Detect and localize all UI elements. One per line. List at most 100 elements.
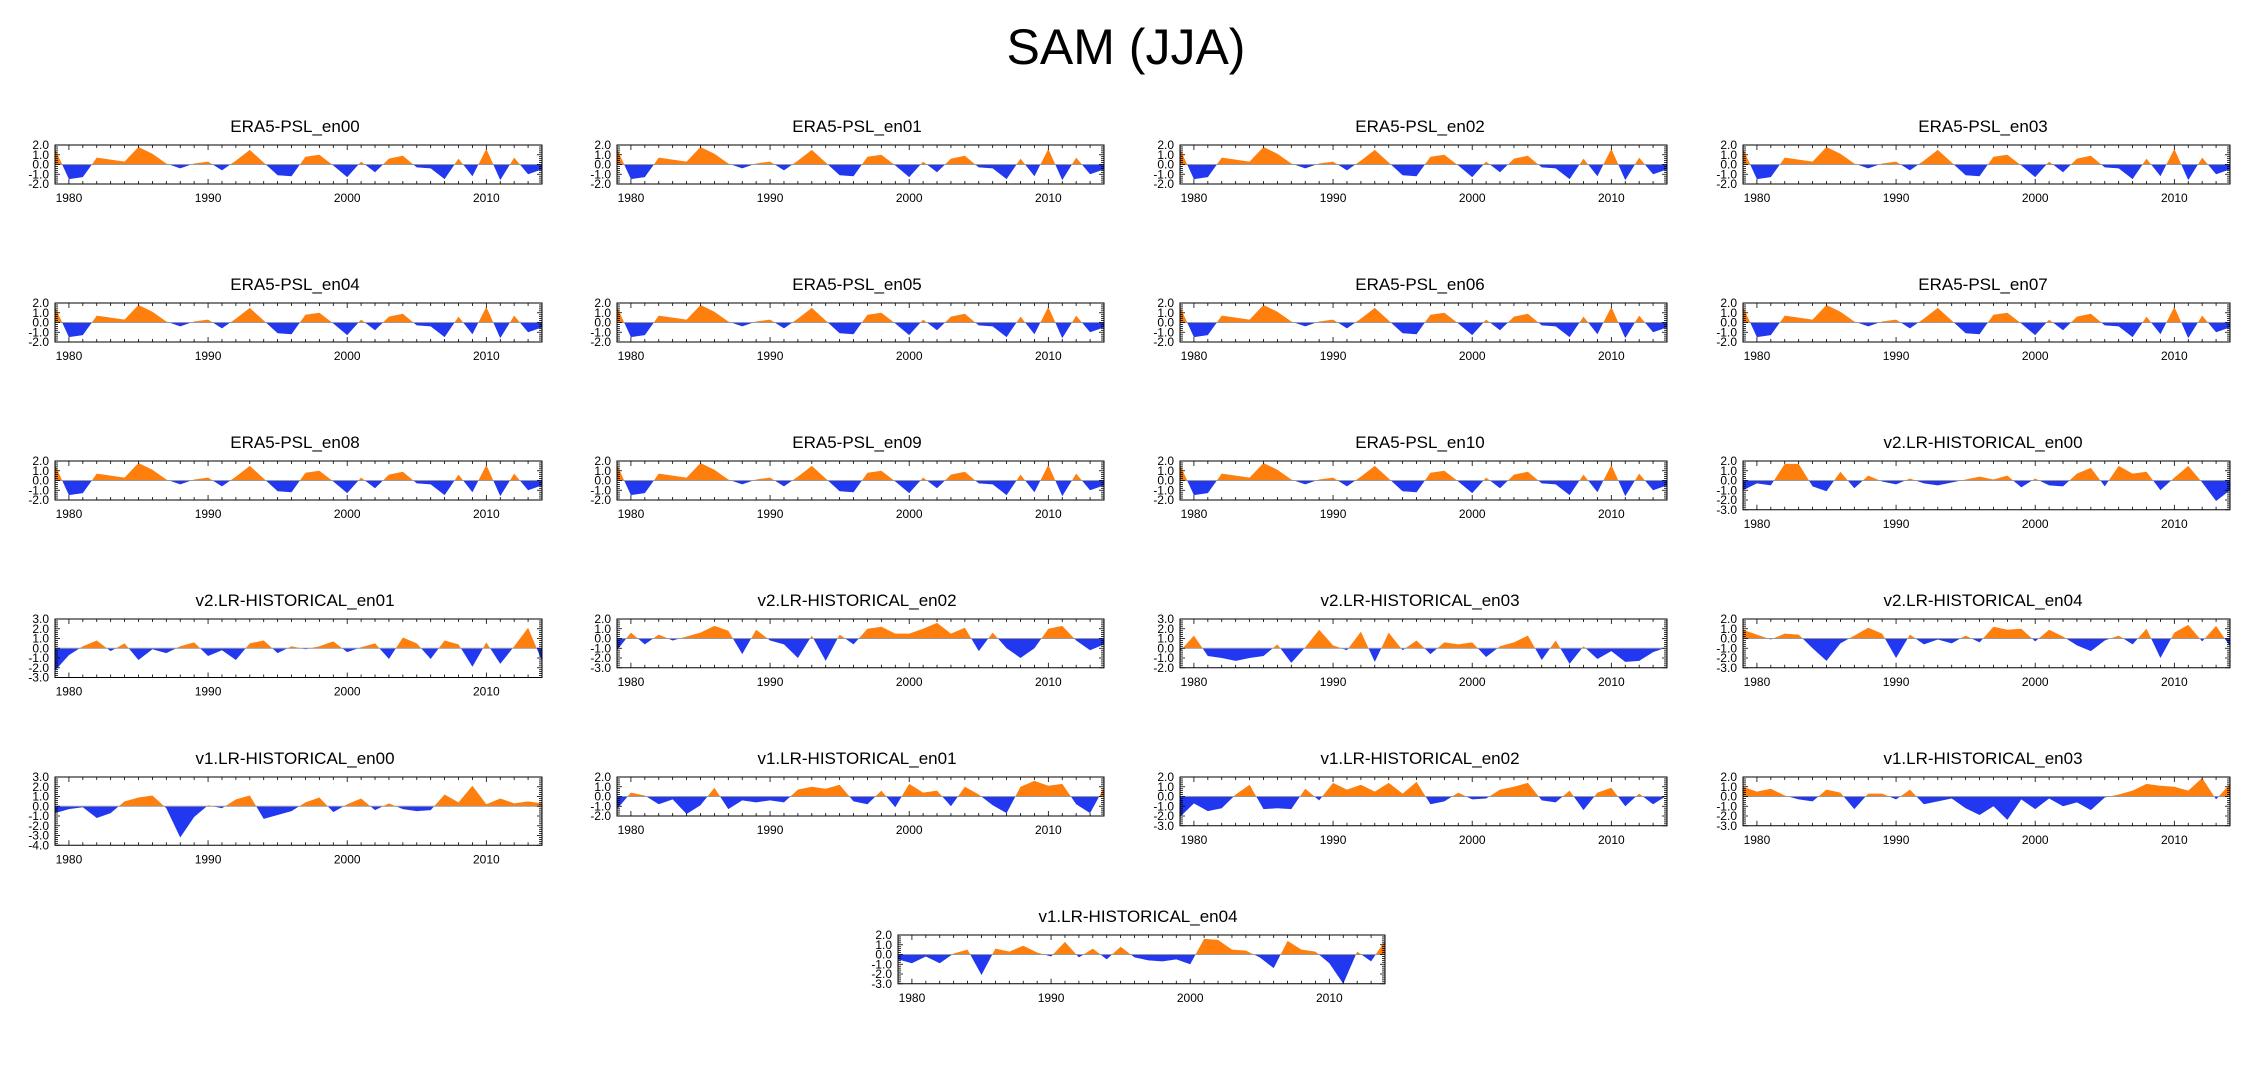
y-tick-label: 0.0 bbox=[32, 799, 49, 813]
y-tick-label: -1.0 bbox=[1716, 641, 1737, 655]
negative-area bbox=[55, 322, 542, 339]
y-tick-label: -1.0 bbox=[1153, 799, 1174, 813]
x-tick-label: 2000 bbox=[896, 349, 923, 363]
y-tick-label: 2.0 bbox=[594, 454, 611, 468]
x-tick-label: 2000 bbox=[1459, 507, 1486, 521]
y-tick-label: -2.0 bbox=[590, 335, 611, 349]
y-tick-label: 0.0 bbox=[1720, 474, 1737, 488]
y-tick-label: -1.0 bbox=[28, 167, 49, 181]
y-tick-label: -2.0 bbox=[1716, 177, 1737, 191]
plot-frame bbox=[1742, 618, 2231, 669]
panel-title: ERA5-PSL_en09 bbox=[792, 433, 922, 452]
chart-panel: v2.LR-HISTORICAL_en03 3.0 2.0 1.0 0.0 -1.0 -2.… bbox=[1125, 591, 1685, 731]
x-tick-label: 2010 bbox=[473, 191, 500, 205]
x-tick-label: 1990 bbox=[1883, 191, 1910, 205]
panel-title: v2.LR-HISTORICAL_en02 bbox=[757, 591, 957, 610]
panel-title: ERA5-PSL_en01 bbox=[792, 117, 922, 136]
y-tick-label: -3.0 bbox=[871, 977, 892, 991]
negative-area bbox=[617, 322, 1104, 339]
positive-area bbox=[617, 780, 1104, 797]
plot-frame bbox=[1179, 776, 1668, 827]
x-tick-label: 2010 bbox=[1035, 349, 1062, 363]
y-tick-label: -1.0 bbox=[28, 483, 49, 497]
x-tick-label: 1980 bbox=[1181, 833, 1208, 847]
y-tick-label: 1.0 bbox=[32, 148, 49, 162]
y-tick-label: -3.0 bbox=[1716, 819, 1737, 833]
chart-panel: ERA5-PSL_en07 2.0 1.0 0.0 -1.0 -2.0 1980 1990 20… bbox=[1688, 275, 2248, 415]
panel-title: v2.LR-HISTORICAL_en04 bbox=[1883, 591, 2083, 610]
panel-title: ERA5-PSL_en03 bbox=[1918, 117, 2048, 136]
panel-plot: 2.01.00.0-1.0-2.0-3.0 1980 1990 2000 2010 bbox=[590, 612, 1105, 689]
x-tick-label: 1980 bbox=[1744, 191, 1771, 205]
panel-plot: 3.02.01.00.0-1.0-2.0-3.0-4.0 1980 1990 2000… bbox=[28, 770, 543, 866]
negative-area bbox=[1743, 480, 2230, 501]
y-tick-label: -2.0 bbox=[28, 493, 49, 507]
y-tick-label: -2.0 bbox=[1716, 809, 1737, 823]
x-tick-label: 2000 bbox=[2022, 191, 2049, 205]
y-tick-label: 1.0 bbox=[1157, 780, 1174, 794]
y-tick-label: -2.0 bbox=[28, 819, 49, 833]
panel-plot: 2.01.00.0-1.0-2.0 1980 1990 2000 2010 bbox=[1153, 296, 1668, 363]
positive-area bbox=[1743, 777, 2230, 797]
y-tick-label: 0.0 bbox=[1720, 790, 1737, 804]
x-tick-label: 1980 bbox=[56, 685, 83, 699]
x-tick-label: 1980 bbox=[56, 507, 83, 521]
y-tick-label: -1.0 bbox=[590, 799, 611, 813]
panel-title: v1.LR-HISTORICAL_en03 bbox=[1883, 749, 2083, 768]
x-tick-label: 1980 bbox=[1744, 517, 1771, 531]
chart-panel: v1.LR-HISTORICAL_en04 2.0 1.0 0.0 -1.0 -2.0 -3… bbox=[843, 907, 1403, 1047]
panel-title: ERA5-PSL_en05 bbox=[792, 275, 922, 294]
y-tick-label: 0.0 bbox=[1157, 316, 1174, 330]
y-tick-label: 2.0 bbox=[1720, 612, 1737, 626]
y-tick-label: 0.0 bbox=[1157, 641, 1174, 655]
y-tick-label: 1.0 bbox=[1157, 464, 1174, 478]
panel-title: v2.LR-HISTORICAL_en01 bbox=[195, 591, 395, 610]
negative-area bbox=[55, 480, 542, 497]
y-tick-label: -1.0 bbox=[1153, 651, 1174, 665]
panel-plot: 2.01.00.0-1.0-2.0-3.0 1980 1990 2000 2010 bbox=[1153, 770, 1668, 847]
y-tick-label: 2.0 bbox=[1720, 454, 1737, 468]
negative-area bbox=[1743, 164, 2230, 181]
y-tick-label: -1.0 bbox=[28, 809, 49, 823]
x-tick-label: 2010 bbox=[1598, 191, 1625, 205]
x-tick-label: 1990 bbox=[195, 852, 222, 866]
y-tick-label: 0.0 bbox=[1157, 158, 1174, 172]
plot-frame bbox=[1179, 618, 1668, 669]
y-tick-label: 1.0 bbox=[594, 148, 611, 162]
y-tick-label: -1.0 bbox=[590, 167, 611, 181]
x-tick-label: 1990 bbox=[757, 349, 784, 363]
positive-area bbox=[55, 146, 542, 165]
x-tick-label: 2010 bbox=[2161, 675, 2188, 689]
y-tick-label: -1.0 bbox=[590, 641, 611, 655]
panel-title: ERA5-PSL_en06 bbox=[1355, 275, 1485, 294]
positive-area bbox=[1180, 462, 1667, 481]
negative-area bbox=[1743, 638, 2230, 661]
x-tick-label: 1990 bbox=[1320, 833, 1347, 847]
y-tick-label: 0.0 bbox=[1720, 316, 1737, 330]
chart-panel: v1.LR-HISTORICAL_en00 3.0 2.0 1.0 0.0 -1.0 -2.… bbox=[0, 749, 560, 889]
x-tick-label: 1980 bbox=[56, 191, 83, 205]
y-tick-label: 2.0 bbox=[32, 622, 49, 636]
y-tick-label: 2.0 bbox=[1720, 770, 1737, 784]
y-tick-label: -3.0 bbox=[28, 829, 49, 843]
y-tick-label: 1.0 bbox=[594, 780, 611, 794]
x-tick-label: 2000 bbox=[2022, 349, 2049, 363]
panel-plot: 3.02.01.00.0-1.0-2.0 1980 1990 2000 2010 bbox=[1153, 612, 1668, 689]
y-tick-label: -4.0 bbox=[28, 838, 49, 852]
x-tick-label: 2000 bbox=[1177, 991, 1204, 1005]
figure-title: SAM (JJA) bbox=[1006, 19, 1246, 75]
positive-area bbox=[898, 938, 1385, 955]
y-tick-label: 1.0 bbox=[875, 938, 892, 952]
y-tick-label: 1.0 bbox=[594, 306, 611, 320]
x-tick-label: 1980 bbox=[1744, 675, 1771, 689]
panel-plot: 2.01.00.0-1.0-2.0 1980 1990 2000 2010 bbox=[590, 138, 1105, 205]
negative-area bbox=[1180, 322, 1667, 339]
x-tick-label: 2000 bbox=[334, 191, 361, 205]
negative-area bbox=[1743, 796, 2230, 820]
positive-area bbox=[1180, 304, 1667, 323]
y-tick-label: 1.0 bbox=[1157, 148, 1174, 162]
positive-area bbox=[617, 304, 1104, 323]
x-tick-label: 2000 bbox=[334, 349, 361, 363]
y-tick-label: -2.0 bbox=[1153, 661, 1174, 675]
x-tick-label: 1980 bbox=[618, 507, 645, 521]
